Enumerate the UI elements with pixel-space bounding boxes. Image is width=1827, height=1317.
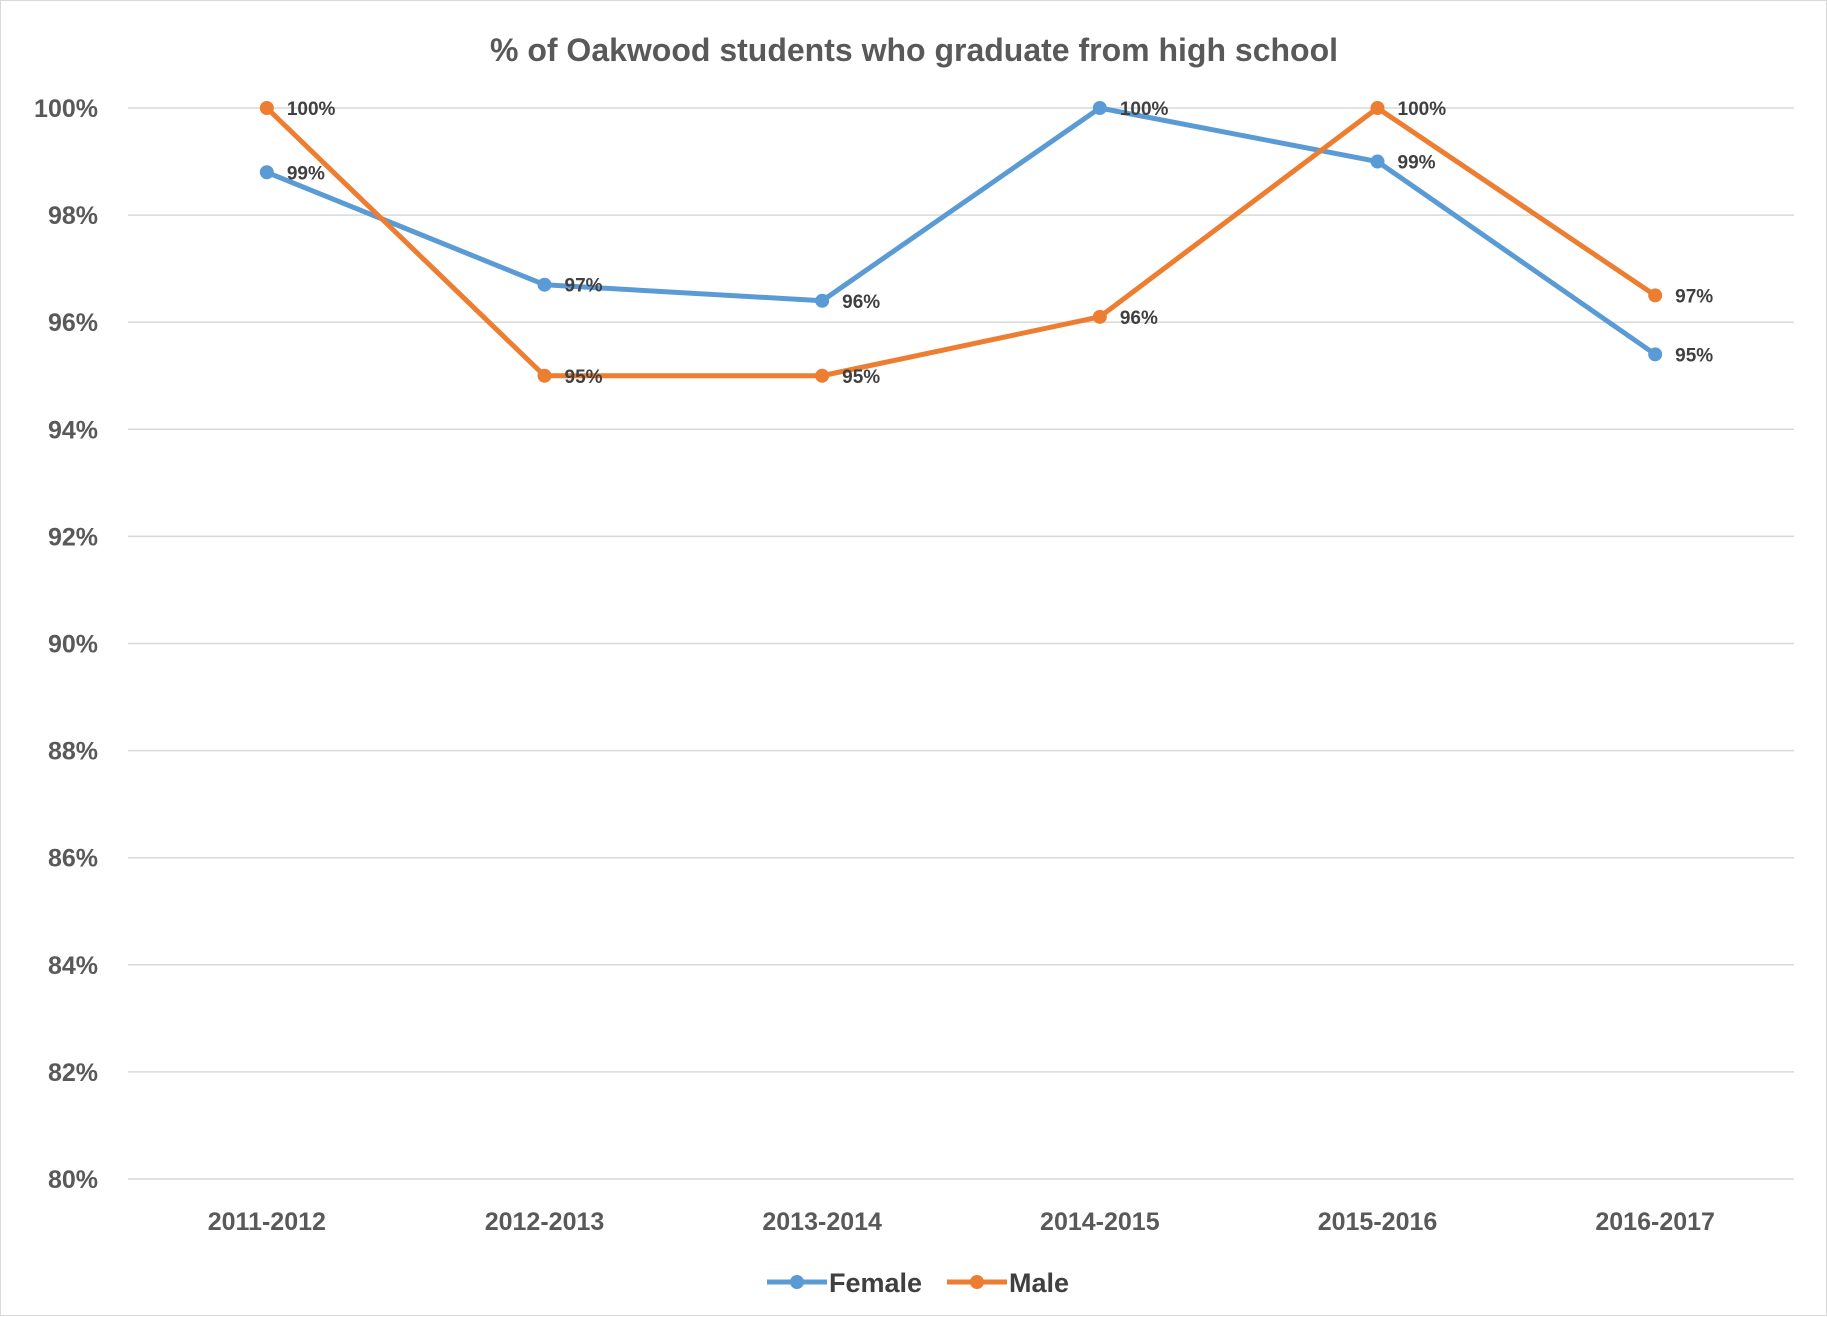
data-point-female <box>259 165 274 180</box>
legend: Female Male <box>767 1268 1069 1298</box>
y-tick-label: 100% <box>34 95 98 123</box>
data-label-male: 100% <box>1398 99 1447 120</box>
legend-marker-male <box>970 1275 984 1289</box>
data-label-male: 100% <box>287 99 336 120</box>
data-label-female: 100% <box>1120 99 1169 120</box>
data-label-female: 99% <box>1398 153 1436 174</box>
series-line-female <box>264 105 1658 357</box>
y-tick-label: 88% <box>48 738 98 766</box>
data-point-female <box>815 293 830 308</box>
y-tick-label: 84% <box>48 952 98 980</box>
y-axis: 80% 82% 84% 86% 88% 90% 92% 94% 96% 98% 100% <box>34 95 98 1194</box>
data-label-male: 97% <box>1675 286 1713 307</box>
data-point-female <box>1092 101 1107 115</box>
y-tick-label: 98% <box>48 202 98 230</box>
data-label-female: 95% <box>1675 345 1713 366</box>
data-point-male <box>815 368 830 383</box>
chart-title: % of Oakwood students who graduate from … <box>490 32 1338 68</box>
x-tick-label: 2016-2017 <box>1595 1208 1715 1236</box>
data-label-female: 97% <box>565 276 603 297</box>
x-tick-label: 2014-2015 <box>1040 1208 1160 1236</box>
gridlines <box>128 107 1794 1180</box>
data-label-male: 96% <box>1120 308 1158 329</box>
data-label-female: 99% <box>287 163 325 184</box>
y-tick-label: 90% <box>48 631 98 659</box>
data-label-male: 95% <box>842 367 880 388</box>
y-tick-label: 94% <box>48 416 98 444</box>
data-point-male <box>537 368 552 383</box>
y-tick-label: 80% <box>48 1166 98 1194</box>
y-tick-label: 92% <box>48 523 98 551</box>
data-point-male <box>1648 288 1663 303</box>
x-tick-label: 2015-2016 <box>1318 1208 1438 1236</box>
data-point-female <box>537 277 552 292</box>
y-tick-label: 86% <box>48 845 98 873</box>
series-lines <box>259 101 1663 383</box>
y-tick-label: 96% <box>48 309 98 337</box>
x-tick-label: 2012-2013 <box>485 1208 605 1236</box>
data-label-male: 95% <box>565 367 603 388</box>
y-tick-label: 82% <box>48 1059 98 1087</box>
x-axis: 2011-2012 2012-2013 2013-2014 2014-2015 2015… <box>208 1208 1715 1236</box>
data-label-female: 96% <box>842 292 880 313</box>
x-tick-label: 2011-2012 <box>208 1208 326 1236</box>
x-tick-label: 2013-2014 <box>762 1208 882 1236</box>
data-point-female <box>1370 154 1385 169</box>
data-point-male <box>1092 309 1107 324</box>
series-line-male <box>264 105 1658 379</box>
data-point-male <box>259 101 274 115</box>
legend-marker-female <box>790 1275 804 1289</box>
data-labels: 99% 97% 96% 100% 99% 95% 100% 95% 95% 96% 100% 97% <box>287 99 1713 388</box>
data-point-male <box>1370 101 1385 115</box>
data-point-female <box>1648 347 1663 362</box>
legend-label-male: Male <box>1009 1268 1069 1298</box>
legend-label-female: Female <box>829 1268 922 1298</box>
